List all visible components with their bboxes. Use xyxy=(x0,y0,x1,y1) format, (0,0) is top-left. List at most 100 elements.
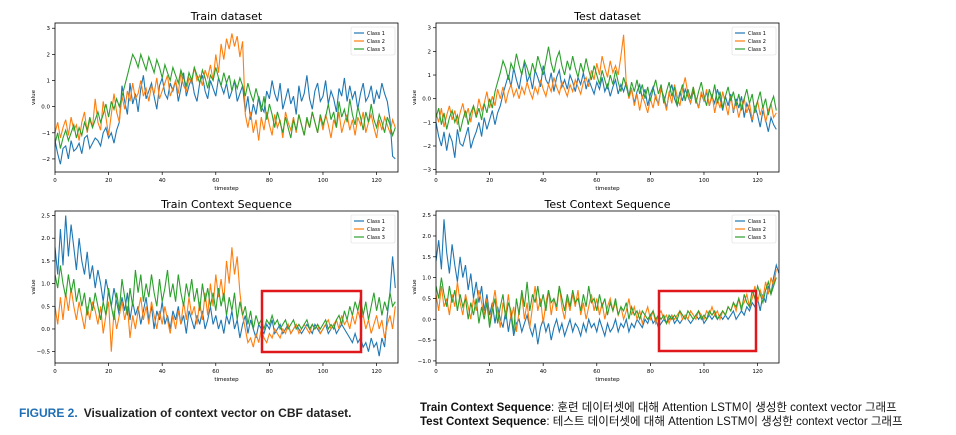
x-tick-label: 40 xyxy=(159,369,166,375)
series-line xyxy=(436,46,777,132)
x-tick-label: 0 xyxy=(53,178,57,184)
y-tick-label: −0.5 xyxy=(418,338,432,344)
x-tick-label: 60 xyxy=(212,369,219,375)
chart-panel: 0 20 40 60 80 100 120 −3 −2 −1 0.0 1 2 3 Test dataset t… xyxy=(412,10,780,192)
y-axis-label: value xyxy=(412,89,418,105)
x-tick-label: 120 xyxy=(371,178,382,184)
note-term: Train Context Sequence xyxy=(420,402,552,414)
legend-label: Class 1 xyxy=(367,31,385,37)
figure-caption: FIGURE 2. Visualization of context vector… xyxy=(19,406,352,420)
legend: Class 1 Class 2 Class 3 xyxy=(350,26,396,56)
note-text: : 테스트 데이터셋에 대해 Attention LSTM이 생성한 conte… xyxy=(546,416,903,428)
y-tick-label: −1 xyxy=(42,131,50,137)
chart-panel: 0 20 40 60 80 100 120 −2 −1 0.0 1 2 3 Train dataset ti… xyxy=(31,10,399,192)
x-tick-label: 20 xyxy=(105,178,112,184)
legend-label: Class 3 xyxy=(748,235,766,241)
series-line xyxy=(436,277,777,332)
y-tick-label: 2.5 xyxy=(41,214,50,220)
x-tick-label: 120 xyxy=(371,369,382,375)
legend-label: Class 2 xyxy=(748,227,766,233)
y-tick-label: −2 xyxy=(42,157,50,163)
series-line xyxy=(55,265,396,331)
legend: Class 1 Class 2 Class 3 xyxy=(731,214,777,244)
y-tick-label: 3 xyxy=(428,26,432,32)
x-tick-label: 120 xyxy=(752,178,763,184)
x-tick-label: 40 xyxy=(540,369,547,375)
x-axis-label: timestep xyxy=(595,186,620,192)
chart-title: Test dataset xyxy=(573,10,641,23)
note-test-context: Test Context Sequence: 테스트 데이터셋에 대해 Atte… xyxy=(420,413,903,429)
chart-title: Train dataset xyxy=(190,10,263,23)
x-tick-label: 120 xyxy=(752,369,763,375)
series-line xyxy=(55,33,396,141)
series-line xyxy=(55,247,396,352)
series-line xyxy=(436,219,779,345)
highlight-box xyxy=(260,289,363,354)
series-line xyxy=(436,63,777,158)
y-tick-label: 2 xyxy=(428,49,432,55)
x-tick-label: 0 xyxy=(434,178,438,184)
series-line xyxy=(55,215,396,357)
series-line xyxy=(436,269,777,332)
series-line xyxy=(55,52,396,149)
legend-label: Class 2 xyxy=(367,39,385,45)
legend-label: Class 2 xyxy=(367,227,385,233)
x-tick-label: 80 xyxy=(266,369,273,375)
y-tick-label: 1.0 xyxy=(41,282,50,288)
y-tick-label: −3 xyxy=(423,168,432,174)
legend-box xyxy=(350,214,396,244)
chart-title: Train Context Sequence xyxy=(160,198,292,211)
x-tick-label: 60 xyxy=(593,178,600,184)
y-tick-label: −1 xyxy=(423,120,431,126)
y-tick-label: 2.0 xyxy=(41,236,50,242)
y-tick-label: 3 xyxy=(47,26,51,32)
x-tick-label: 0 xyxy=(53,369,57,375)
y-tick-label: 1.0 xyxy=(422,276,431,282)
series-line xyxy=(55,72,396,165)
x-tick-label: 60 xyxy=(212,178,219,184)
x-tick-label: 80 xyxy=(647,369,654,375)
legend-label: Class 3 xyxy=(748,47,766,53)
plot-frame xyxy=(435,210,780,364)
y-tick-label: 0.5 xyxy=(41,304,50,310)
y-tick-label: 1.5 xyxy=(422,255,431,261)
x-tick-label: 40 xyxy=(540,178,547,184)
y-tick-label: −2 xyxy=(423,144,431,150)
note-text: : 훈련 데이터셋에 대해 Attention LSTM이 생성한 contex… xyxy=(551,402,897,414)
series-line xyxy=(436,34,777,128)
x-axis-label: timestep xyxy=(214,377,239,383)
x-tick-label: 20 xyxy=(486,369,493,375)
legend: Class 1 Class 2 Class 3 xyxy=(350,214,396,244)
y-tick-label: 2.0 xyxy=(422,234,431,240)
legend-label: Class 1 xyxy=(748,31,766,37)
note-train-context: Train Context Sequence: 훈련 데이터셋에 대해 Atte… xyxy=(420,399,897,415)
y-axis-label: value xyxy=(412,279,418,295)
y-tick-label: −0.5 xyxy=(37,350,51,356)
figure-label: FIGURE 2. xyxy=(19,406,78,420)
y-tick-label: 0.5 xyxy=(422,296,431,302)
x-tick-label: 100 xyxy=(699,369,710,375)
legend: Class 1 Class 2 Class 3 xyxy=(731,26,777,56)
legend-box xyxy=(731,26,777,56)
y-tick-label: 2.5 xyxy=(422,213,431,219)
y-axis-label: value xyxy=(31,89,37,105)
legend-label: Class 2 xyxy=(748,39,766,45)
legend-label: Class 3 xyxy=(367,47,385,53)
note-term: Test Context Sequence xyxy=(420,416,547,428)
chart-title: Test Context Sequence xyxy=(543,198,670,211)
y-tick-label: 1.5 xyxy=(41,259,50,265)
x-tick-label: 20 xyxy=(486,178,493,184)
plot-frame xyxy=(435,22,780,173)
y-tick-label: 2 xyxy=(47,52,51,58)
plot-frame xyxy=(54,210,399,364)
highlight-box xyxy=(657,289,758,353)
x-tick-label: 20 xyxy=(105,369,112,375)
x-tick-label: 40 xyxy=(159,178,166,184)
y-tick-label: 0.0 xyxy=(422,97,431,103)
x-tick-label: 100 xyxy=(318,178,329,184)
y-tick-label: 0.0 xyxy=(41,327,50,333)
legend-box xyxy=(350,26,396,56)
x-tick-label: 60 xyxy=(593,369,600,375)
y-tick-label: −1.0 xyxy=(418,359,432,365)
